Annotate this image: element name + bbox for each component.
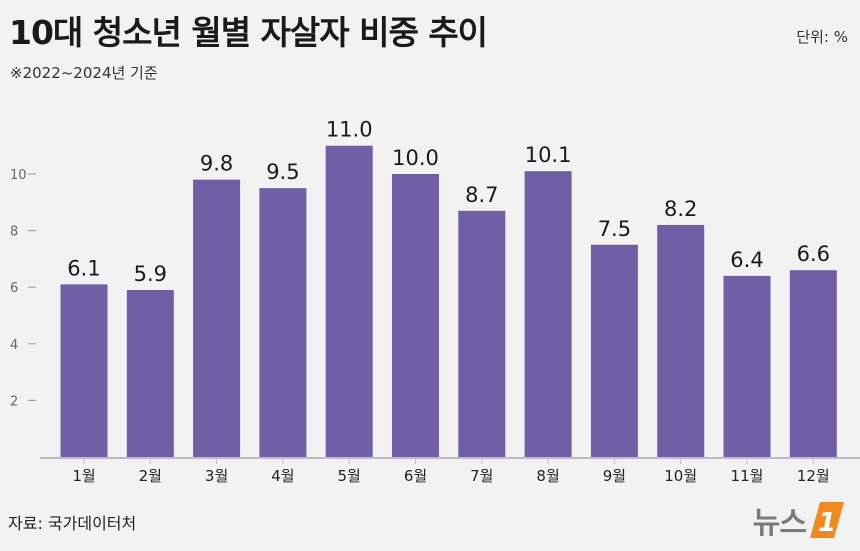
logo-one-icon: 1	[810, 502, 844, 538]
data-label: 9.8	[200, 152, 233, 176]
bar	[723, 275, 771, 457]
category-label: 3월	[205, 467, 228, 485]
bar	[325, 145, 373, 457]
bar	[590, 244, 638, 457]
category-label: 11월	[731, 467, 764, 485]
svg-text:1: 1	[818, 508, 836, 538]
category-label: 6월	[404, 467, 427, 485]
data-label: 8.2	[664, 197, 697, 221]
category-label: 8월	[536, 467, 559, 485]
bar	[789, 270, 837, 457]
data-label: 9.5	[266, 160, 299, 184]
data-label: 10.1	[525, 143, 572, 167]
chart-subtitle: ※2022~2024년 기준	[10, 64, 158, 82]
bar	[60, 284, 108, 457]
category-label: 2월	[139, 467, 162, 485]
data-label: 11.0	[326, 118, 373, 142]
y-tick-label: 10	[10, 168, 27, 183]
category-label: 7월	[470, 467, 493, 485]
y-tick-label: 2	[10, 394, 18, 409]
category-label: 10월	[664, 467, 697, 485]
data-label: 5.9	[134, 262, 167, 286]
y-tick-label: 4	[10, 338, 18, 353]
y-tick-label: 6	[10, 281, 18, 296]
data-label: 8.7	[465, 183, 498, 207]
bar	[126, 290, 174, 457]
bar	[524, 171, 572, 458]
bar	[193, 179, 241, 457]
chart-title: 10대 청소년 월별 자살자 비중 추이	[9, 13, 488, 52]
news1-logo: 뉴스 1	[753, 498, 846, 542]
category-label: 9월	[603, 467, 626, 485]
bar	[458, 210, 506, 457]
source-note: 자료: 국가데이터처	[8, 514, 137, 533]
category-label: 4월	[271, 467, 294, 485]
logo-text: 뉴스	[752, 506, 807, 541]
data-label: 10.0	[392, 146, 439, 170]
data-label: 7.5	[598, 217, 631, 241]
data-label: 6.4	[730, 248, 763, 272]
category-label: 12월	[797, 467, 830, 485]
bar	[657, 224, 705, 457]
y-tick-label: 8	[10, 225, 18, 240]
category-label: 5월	[338, 467, 361, 485]
bar	[259, 188, 307, 457]
unit-label: 단위: %	[796, 28, 848, 46]
data-label: 6.6	[797, 242, 830, 266]
category-label: 1월	[72, 467, 95, 485]
data-label: 6.1	[67, 256, 100, 280]
bar	[392, 174, 439, 457]
